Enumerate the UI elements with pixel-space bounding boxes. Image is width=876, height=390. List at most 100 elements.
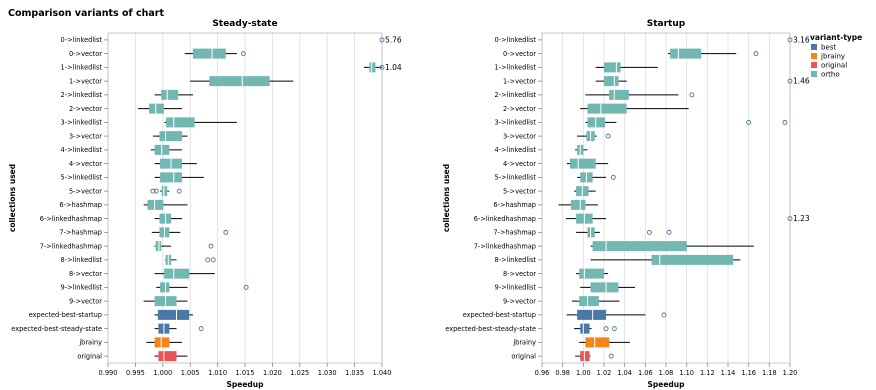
legend-swatch [811, 44, 817, 50]
outlier-point [150, 188, 156, 194]
outlier-point [689, 92, 695, 98]
y-tick-label: 8->vector [503, 270, 536, 278]
outlier-point [240, 51, 246, 57]
outlier-point [753, 51, 759, 57]
box-iqr [577, 309, 607, 320]
chart-title: Steady-state [212, 19, 277, 29]
y-tick-label: 1->vector [503, 77, 536, 85]
box-iqr [166, 117, 195, 128]
outlier-point [603, 326, 609, 332]
y-tick-label: expected-best-startup [29, 311, 102, 319]
x-tick-label: 1.025 [290, 369, 309, 377]
box-iqr [159, 131, 182, 142]
box-iqr [587, 227, 595, 238]
outlier-point [198, 326, 204, 332]
y-tick-label: 3->linkedlist [61, 119, 103, 127]
y-tick-label: 3->vector [503, 132, 536, 140]
x-tick-label: 1.02 [597, 369, 612, 377]
box-iqr [160, 172, 182, 183]
y-tick-label: 7->linkedhashmap [474, 242, 536, 250]
y-tick-label: 6->hashmap [59, 201, 102, 209]
y-tick-label: 8->linkedlist [495, 256, 537, 264]
box-iqr [161, 186, 168, 197]
x-tick-label: 1.06 [638, 369, 653, 377]
y-tick-label: 0->vector [69, 50, 102, 58]
y-tick-label: 9->linkedlist [495, 284, 537, 292]
clipped-value-label: 1.46 [793, 77, 810, 86]
outlier-point [176, 188, 182, 194]
outlier-point [223, 229, 229, 235]
box-iqr [587, 103, 627, 114]
box-iqr [160, 282, 170, 293]
y-tick-label: original [511, 352, 536, 360]
y-tick-label: 1->linkedlist [495, 64, 537, 72]
x-tick-label: 1.10 [679, 369, 694, 377]
outlier-point [205, 257, 211, 263]
y-axis-label: collections used [8, 164, 17, 232]
y-tick-label: 4->vector [69, 160, 102, 168]
y-tick-label: 6->hashmap [493, 201, 536, 209]
box-iqr [651, 254, 734, 265]
x-tick-label: 1.000 [153, 369, 172, 377]
y-tick-label: 2->linkedlist [61, 91, 103, 99]
box-iqr [209, 76, 270, 87]
outlier-point [210, 257, 216, 263]
chart-panel-2: Startup 0.96 0.98 1.00 1.02 1.04 1.06 1.08 1.10 1… [442, 19, 810, 389]
x-tick-label: 1.005 [181, 369, 200, 377]
box-iqr [158, 351, 177, 362]
legend-label: original [821, 62, 847, 70]
y-tick-label: 4->vector [503, 160, 536, 168]
box-iqr [157, 309, 190, 320]
box-iqr [569, 158, 596, 169]
y-tick-label: 5->linkedlist [495, 174, 537, 182]
x-tick-label: 1.12 [700, 369, 715, 377]
y-tick-label: 1->linkedlist [61, 64, 103, 72]
box-iqr [590, 282, 619, 293]
outlier-point [605, 133, 611, 139]
x-tick-label: 1.020 [263, 369, 282, 377]
outlier-point [666, 229, 672, 235]
clipped-outlier-point [379, 37, 385, 43]
x-tick-label: 1.18 [762, 369, 777, 377]
clipped-outlier-point [787, 37, 793, 43]
outlier-point [647, 229, 652, 235]
outlier-point [782, 119, 788, 125]
y-tick-label: 0->linkedlist [495, 36, 537, 44]
y-tick-label: 5->vector [69, 187, 102, 195]
legend-swatch [811, 71, 817, 77]
legend-label: ortho [821, 71, 840, 79]
box-iqr [161, 89, 179, 100]
box-iqr [154, 337, 170, 348]
clipped-outlier-point [379, 64, 385, 70]
y-tick-label: 9->vector [503, 297, 536, 305]
y-tick-label: 2->linkedlist [495, 91, 537, 99]
box-iqr [585, 337, 610, 348]
box-iqr [587, 117, 606, 128]
page-title: Comparison variants of chart [8, 8, 165, 19]
box-iqr [579, 268, 604, 279]
y-tick-label: 2->vector [69, 105, 102, 113]
y-tick-label: expected-best-steady-state [11, 325, 102, 333]
y-axis-label: collections used [442, 164, 451, 232]
box-iqr [163, 268, 190, 279]
box-iqr [149, 103, 164, 114]
box-iqr [192, 48, 226, 59]
y-tick-label: 7->linkedhashmap [40, 242, 102, 250]
chart-title: Startup [647, 19, 686, 29]
x-tick-label: 1.015 [236, 369, 255, 377]
box-iqr [369, 62, 376, 73]
outlier-point [153, 188, 159, 194]
outlier-point [608, 353, 614, 359]
x-axis-label: Speedup [647, 380, 685, 389]
x-tick-label: 1.040 [373, 369, 392, 377]
y-tick-label: 7->hashmap [493, 229, 536, 237]
legend-label: best [821, 44, 836, 52]
outlier-point [208, 243, 214, 249]
box-iqr [592, 241, 687, 252]
x-tick-label: 1.04 [617, 369, 632, 377]
box-iqr [147, 199, 164, 210]
x-tick-label: 1.08 [659, 369, 674, 377]
